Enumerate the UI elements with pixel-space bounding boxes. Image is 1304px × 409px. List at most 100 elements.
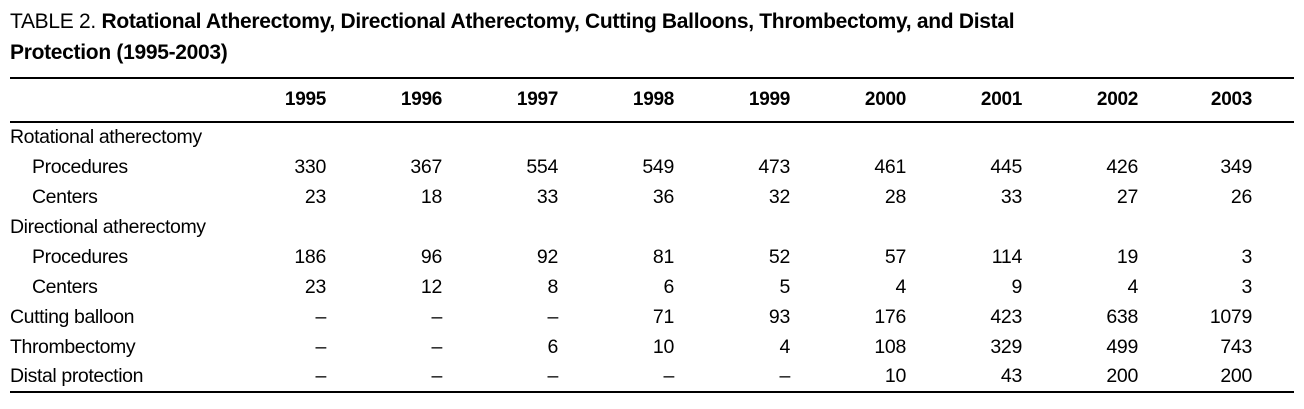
table-cell: 423: [990, 305, 1022, 328]
table-cell: 461: [874, 155, 906, 178]
table-row: Cutting balloon – – – 71 93 176 423 638 1079: [10, 302, 1294, 332]
table-cell: 92: [536, 245, 558, 268]
caption-title-line-1: Rotational Atherectomy, Directional Athe…: [101, 10, 1015, 33]
table-cell: [210, 212, 326, 242]
table-cell: 10: [884, 365, 906, 387]
table-cell: 57: [884, 245, 906, 268]
table-cell: 32: [768, 185, 790, 208]
table-cell: 19: [1116, 245, 1138, 268]
table-cell: 200: [1106, 365, 1138, 387]
table-cell: 26: [1230, 185, 1252, 208]
row-label: Rotational atherectomy: [10, 126, 202, 148]
table-cell: 473: [758, 155, 790, 178]
table-cell: 96: [420, 245, 442, 268]
table-cell: [1022, 122, 1138, 152]
row-label: Distal protection: [10, 365, 144, 387]
year-column-header: 1996: [400, 89, 442, 110]
year-column-header: 1999: [748, 89, 790, 110]
table-row: Centers 23 18 33 36 32 28 33 27 26: [10, 182, 1294, 212]
row-label-column-header: [10, 78, 210, 122]
table-row: Procedures 330 367 554 549 473 461 445 426 349: [10, 152, 1294, 182]
row-label: Procedures: [32, 245, 128, 268]
table-cell: [1138, 212, 1294, 242]
table-cell: –: [431, 305, 442, 328]
table-cell: 93: [768, 305, 790, 328]
table-cell: 1079: [1209, 305, 1252, 328]
table-cell: 36: [652, 185, 674, 208]
table-cell: 114: [991, 245, 1023, 268]
table-row: Centers 23 12 8 6 5 4 9 4 3: [10, 272, 1294, 302]
table-cell: 43: [1000, 365, 1022, 387]
table-cell: 23: [304, 185, 326, 208]
table-cell: 6: [663, 275, 674, 298]
table-cell: 33: [1000, 185, 1022, 208]
table-cell: 8: [547, 275, 558, 298]
row-label: Centers: [32, 275, 98, 298]
table-cell: 9: [1011, 275, 1022, 298]
table-cell: [790, 212, 906, 242]
table-cell: –: [315, 305, 326, 328]
year-column-header: 2003: [1210, 89, 1252, 110]
table-row: Distal protection – – – – – 10 43 200 200: [10, 362, 1294, 392]
table-cell: 12: [420, 275, 442, 298]
table-cell: [790, 122, 906, 152]
table-cell: –: [431, 335, 442, 358]
table-cell: 18: [420, 185, 442, 208]
table-cell: [674, 122, 790, 152]
table-cell: 10: [652, 335, 674, 358]
table-cell: 445: [990, 155, 1022, 178]
table-cell: 186: [294, 245, 326, 268]
table-cell: 3: [1241, 275, 1252, 298]
table-row: Directional atherectomy: [10, 212, 1294, 242]
table-cell: –: [547, 305, 558, 328]
table-cell: 71: [652, 305, 674, 328]
table-cell: –: [779, 365, 790, 387]
year-column-header: 1997: [516, 89, 558, 110]
table-cell: –: [431, 365, 442, 387]
row-label: Thrombectomy: [10, 335, 136, 358]
table-header: 1995 1996 1997 1998 1999 2000 2001 2002 2003: [10, 78, 1294, 122]
table-cell: 349: [1220, 155, 1252, 178]
table-cell: [442, 122, 558, 152]
table-cell: 330: [294, 155, 326, 178]
year-header-row: 1995 1996 1997 1998 1999 2000 2001 2002 2003: [10, 78, 1294, 122]
table-cell: 52: [768, 245, 790, 268]
table-cell: 743: [1220, 335, 1252, 358]
caption-title-line-2: Protection (1995-2003): [10, 41, 228, 64]
table-row: Rotational atherectomy: [10, 122, 1294, 152]
table-cell: 367: [410, 155, 442, 178]
table-cell: –: [315, 365, 326, 387]
table-cell: [326, 122, 442, 152]
table-cell: 176: [874, 305, 906, 328]
table-body: Rotational atherectomy Procedures 330 367 55…: [10, 122, 1294, 392]
table-cell: 638: [1106, 305, 1138, 328]
table-cell: [906, 212, 1022, 242]
row-label: Cutting balloon: [10, 305, 135, 328]
year-column-header: 2000: [864, 89, 906, 110]
row-label: Procedures: [32, 155, 128, 178]
table-row: Thrombectomy – – 6 10 4 108 329 499 743: [10, 332, 1294, 362]
table-cell: [442, 212, 558, 242]
year-column-header: 2002: [1096, 89, 1138, 110]
table-cell: 108: [874, 335, 906, 358]
table-cell: [326, 212, 442, 242]
table-cell: [674, 212, 790, 242]
table-cell: 549: [642, 155, 674, 178]
table-cell: 81: [652, 245, 674, 268]
table-cell: 33: [536, 185, 558, 208]
table-cell: 28: [884, 185, 906, 208]
table-row: Procedures 186 96 92 81 52 57 114 19 3: [10, 242, 1294, 272]
year-column-header: 1998: [632, 89, 674, 110]
table-cell: 200: [1220, 365, 1252, 387]
table-cell: 27: [1116, 185, 1138, 208]
table-cell: [210, 122, 326, 152]
year-column-header: 2001: [980, 89, 1022, 110]
table-cell: [1022, 212, 1138, 242]
year-column-header: 1995: [284, 89, 326, 110]
data-table: 1995 1996 1997 1998 1999 2000 2001 2002 2003 Rot…: [10, 77, 1294, 393]
row-label: Centers: [32, 185, 98, 208]
table-cell: 6: [547, 335, 558, 358]
table-cell: [1138, 122, 1294, 152]
table-cell: 499: [1106, 335, 1138, 358]
